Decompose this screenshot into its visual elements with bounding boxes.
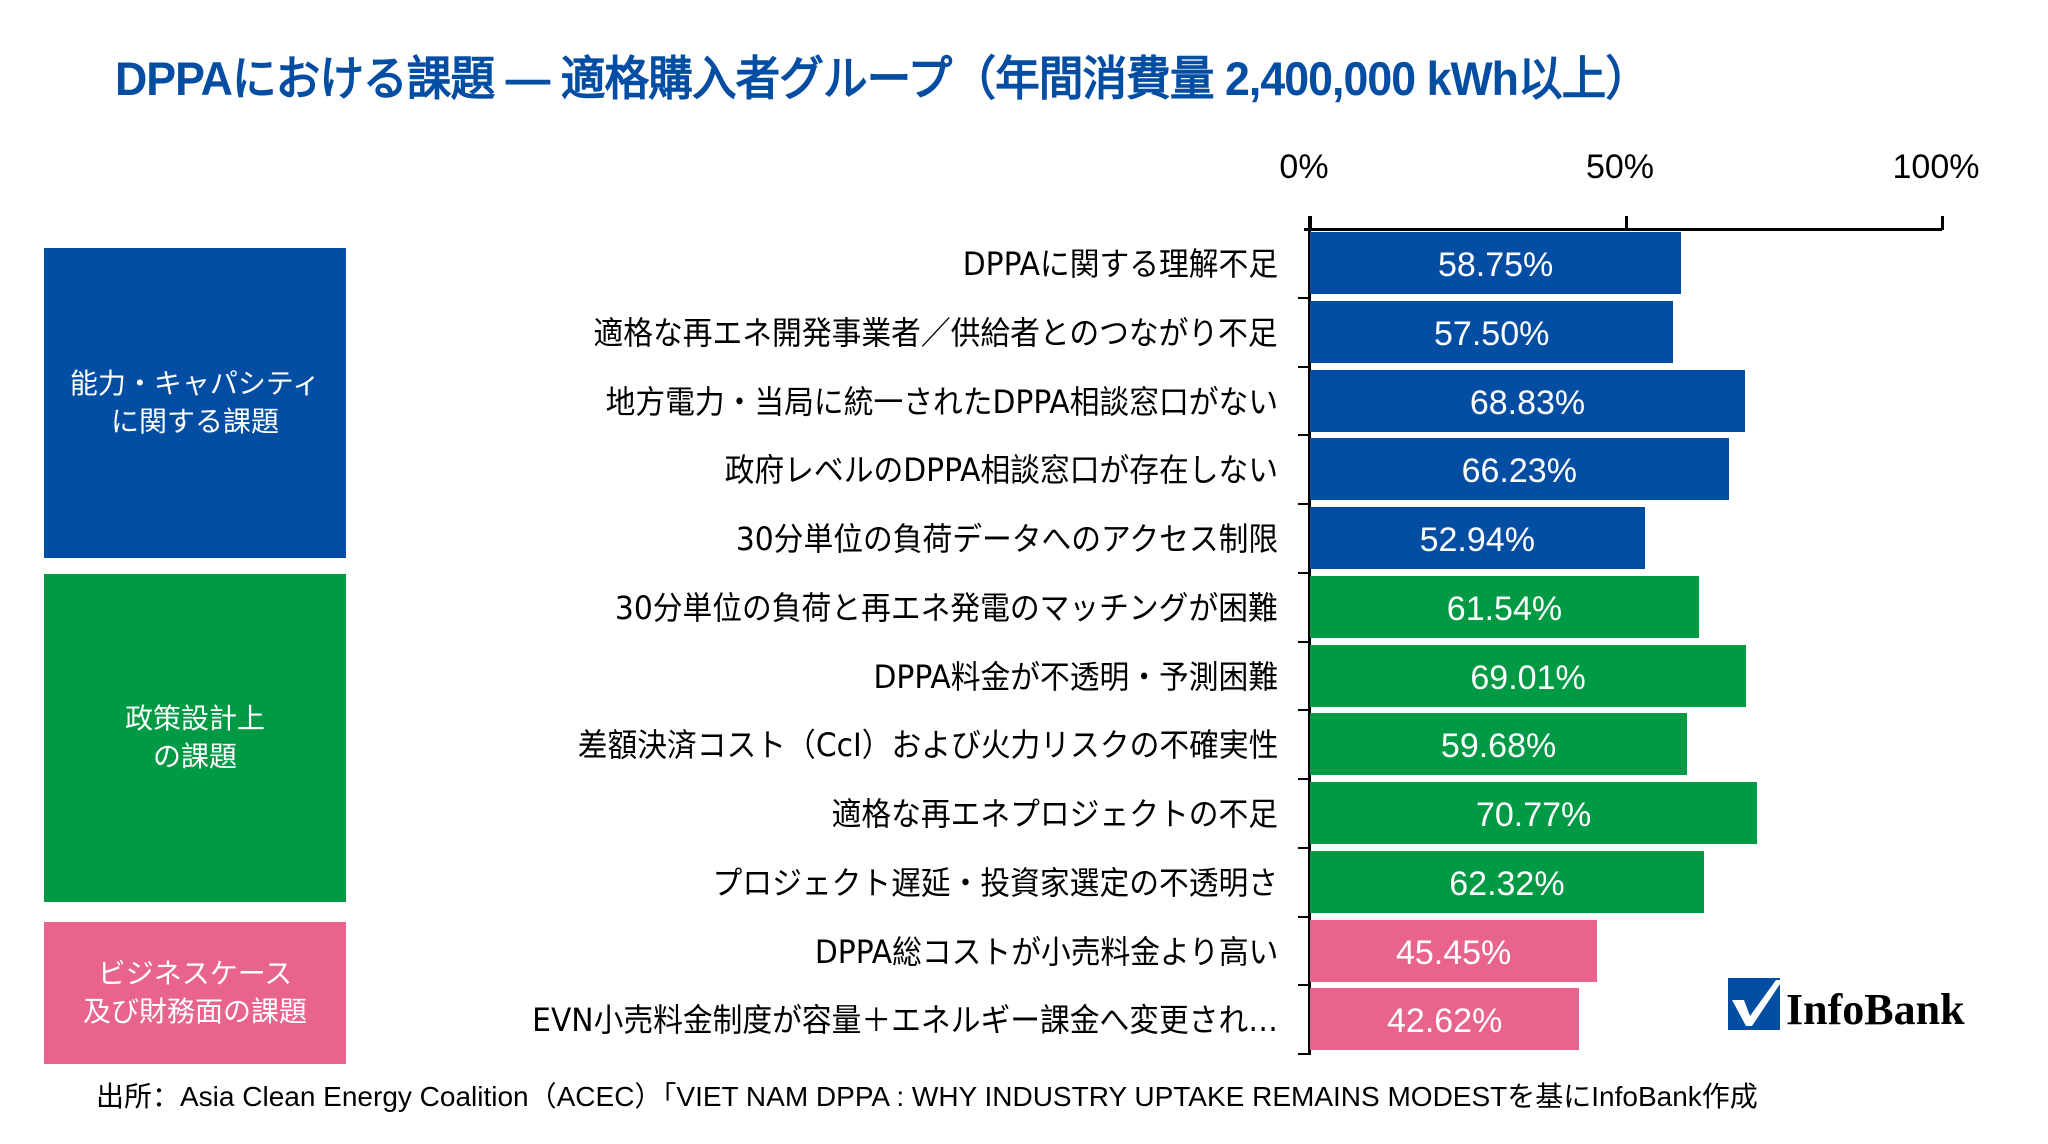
x-tick-mark	[1309, 216, 1312, 230]
category-label: DPPA総コストが小売料金より高い	[814, 932, 1278, 971]
y-tick-mark	[1298, 296, 1310, 299]
y-tick-mark	[1298, 709, 1310, 712]
group-label: 能力・キャパシティ に関する課題	[69, 367, 321, 438]
group-box: 能力・キャパシティ に関する課題	[44, 248, 346, 558]
chart-title: DPPAにおける課題 — 適格購入者グループ（年間消費量 2,400,000 k…	[115, 52, 1650, 105]
y-tick-mark	[1298, 984, 1310, 987]
bar-value-label: 62.32%	[1449, 864, 1565, 903]
category-label: 適格な再エネ開発事業者／供給者とのつながり不足	[593, 313, 1278, 352]
bar	[1310, 782, 1758, 844]
group-box: ビジネスケース 及び財務面の課題	[44, 922, 346, 1064]
group-box: 政策設計上 の課題	[44, 574, 346, 902]
x-tick-mark	[1625, 216, 1628, 230]
x-axis-line	[1304, 228, 1942, 231]
bar-value-label: 61.54%	[1446, 589, 1563, 628]
bar	[1310, 644, 1747, 707]
category-label: 差額決済コスト（CcI）および火力リスクの不確実性	[577, 726, 1278, 765]
bar	[1310, 919, 1598, 982]
bar	[1310, 300, 1674, 363]
y-tick-mark	[1298, 915, 1310, 918]
bar	[1310, 438, 1729, 501]
y-axis-line	[1308, 216, 1311, 1055]
category-label: 適格な再エネプロジェクトの不足	[831, 795, 1278, 833]
bar-value-label: 68.83%	[1469, 383, 1586, 422]
bar	[1310, 507, 1645, 569]
bar	[1310, 850, 1704, 913]
y-tick-mark	[1298, 640, 1310, 643]
infobank-logo: InfoBank	[1728, 972, 1965, 1035]
bar-value-label: 70.77%	[1475, 796, 1592, 834]
logo-text: InfoBank	[1786, 985, 1965, 1034]
group-label: 政策設計上 の課題	[124, 702, 265, 773]
x-tick-mark	[1941, 216, 1944, 230]
bar-value-label: 58.75%	[1437, 246, 1554, 284]
category-label: プロジェクト遅延・投資家選定の不透明さ	[712, 863, 1278, 902]
y-tick-mark	[1298, 571, 1310, 574]
checkmark-icon	[1728, 977, 1780, 1030]
category-label: 政府レベルのDPPA相談窓口が存在しない	[724, 451, 1278, 490]
category-label: EVN小売料金制度が容量＋エネルギー課金へ変更され…	[532, 1001, 1278, 1040]
y-tick-mark	[1298, 846, 1310, 849]
y-tick-mark	[1298, 1053, 1310, 1055]
bar-value-label: 45.45%	[1395, 933, 1512, 972]
bar	[1310, 369, 1745, 432]
y-tick-mark	[1298, 778, 1310, 780]
group-label: ビジネスケース 及び財務面の課題	[82, 957, 307, 1028]
source-note: 出所：Asia Clean Energy Coalition（ACEC）「VIE…	[96, 1081, 1758, 1112]
category-label: DPPA料金が不透明・予測困難	[873, 657, 1278, 696]
x-tick-label: 0%	[1279, 148, 1329, 186]
bar-value-label: 42.62%	[1387, 1002, 1503, 1041]
bar	[1310, 232, 1682, 294]
bar	[1310, 988, 1580, 1051]
x-tick-label: 100%	[1892, 148, 1980, 186]
y-tick-mark	[1298, 434, 1310, 437]
bar-value-label: 69.01%	[1470, 658, 1586, 697]
y-tick-mark	[1298, 365, 1310, 368]
bar-value-label: 66.23%	[1461, 452, 1577, 491]
bar	[1310, 713, 1688, 776]
x-tick-label: 50%	[1585, 148, 1655, 186]
bar-value-label: 59.68%	[1440, 727, 1557, 766]
category-label: DPPAに関する理解不足	[962, 245, 1278, 283]
y-tick-mark	[1298, 503, 1310, 505]
bar-value-label: 57.50%	[1434, 314, 1550, 353]
bar	[1310, 575, 1699, 638]
category-label: 30分単位の負荷データへのアクセス制限	[735, 520, 1278, 558]
bar-value-label: 52.94%	[1419, 521, 1535, 559]
category-label: 地方電力・当局に統一されたDPPA相談窓口がない	[605, 382, 1278, 421]
category-label: 30分単位の負荷と再エネ発電のマッチングが困難	[615, 588, 1278, 627]
